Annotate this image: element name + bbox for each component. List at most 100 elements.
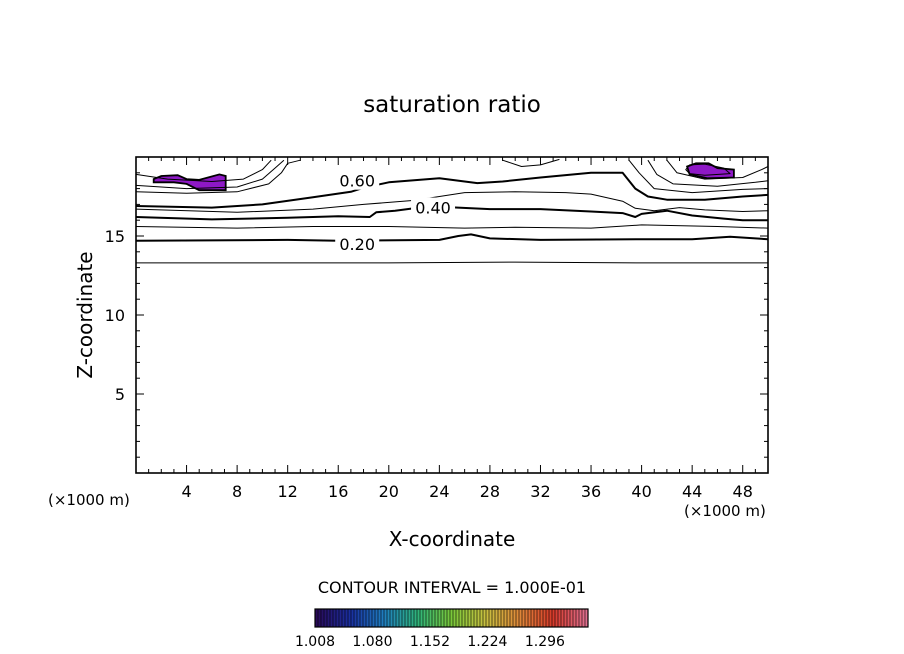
colorbar-cell [525,609,529,627]
colorbar-cell [429,609,433,627]
colorbar-cell [405,609,409,627]
colorbar-cell [345,609,349,627]
colorbar-cell [441,609,445,627]
colorbar-cell [315,609,319,627]
colorbar-cell [486,609,490,627]
colorbar-cell [555,609,559,627]
colorbar-cell [453,609,457,627]
colorbar-cell [450,609,454,627]
colorbar-cell [582,609,586,627]
contour-labels: 0.60 0.40 0.20 [335,170,456,254]
colorbar-cell [483,609,487,627]
colorbar-cell [465,609,469,627]
colorbar-cell [324,609,328,627]
contour-line-4 [135,191,769,213]
colorbar-cell [372,609,376,627]
contour-line-0 [136,261,768,264]
colorbar-cell [327,609,331,627]
colorbar-cell [333,609,337,627]
x-unit-left: (×1000 m) [48,491,130,509]
colorbar-cell [411,609,415,627]
colorbar-cell [480,609,484,627]
contour-line-7 [502,158,560,167]
colorbar-cell [522,609,526,627]
x-tick-label: 24 [429,482,449,501]
contour-interval-text: CONTOUR INTERVAL = 1.000E-01 [318,578,586,597]
colorbar-cell [438,609,442,627]
contour-label: 0.60 [339,172,375,191]
contour-label-bg [411,197,456,217]
chart-title: saturation ratio [363,92,541,118]
colorbar-cell [576,609,580,627]
colorbar-cell [432,609,436,627]
colorbar-cell [321,609,325,627]
contour-line-11 [135,159,272,182]
contour-label: 0.40 [415,199,451,218]
colorbar-cell [396,609,400,627]
x-tick-label: 12 [278,482,298,501]
contour-label-bg [335,170,380,190]
colorbar-cell [357,609,361,627]
contour-line-10 [647,159,769,187]
colorbar-cell [513,609,517,627]
colorbar-cell [330,609,334,627]
colorbar-cell [456,609,460,627]
colorbar-cell [459,609,463,627]
colorbar-cell [573,609,577,627]
colorbar-frame [314,608,589,628]
x-tick-labels: 4 8 12 16 20 24 28 32 36 40 44 48 [181,482,752,501]
colorbar-cell [384,609,388,627]
x-tick-label: 8 [232,482,242,501]
contour-label: 0.20 [339,235,375,254]
colorbar-cell [390,609,394,627]
colorbar-cell [549,609,553,627]
colorbar-cell [369,609,373,627]
colorbar-cell [552,609,556,627]
colorbar-cell [351,609,355,627]
colorbar-cell [564,609,568,627]
colorbar-cell [504,609,508,627]
colorbar-cell [477,609,481,627]
colorbar-cell [492,609,496,627]
y-tick-label: 5 [115,385,125,404]
contour-lines [135,158,769,264]
colorbar-cell [519,609,523,627]
contour-line-8 [628,159,769,194]
x-tick-label: 20 [379,482,399,501]
colorbar-cell [348,609,352,627]
x-tick-label: 16 [328,482,348,501]
colorbar-cell [471,609,475,627]
colorbar-cell [462,609,466,627]
colorbar-cell [540,609,544,627]
colorbar-cell [468,609,472,627]
colorbar-tick-label: 1.296 [525,634,565,650]
colorbar-labels: 1.008 1.080 1.152 1.224 1.296 [295,634,565,650]
colorbar-cell [495,609,499,627]
contour-line-9 [135,159,285,190]
colorbar-cell [381,609,385,627]
contour-label-bg [335,233,380,253]
colorbar-cell [402,609,406,627]
colorbar-cell [393,609,397,627]
filled-region-0 [152,173,227,192]
colorbar-cell [543,609,547,627]
contour-line-12 [666,159,769,180]
colorbar-cell [339,609,343,627]
colorbar-cell [399,609,403,627]
colorbar-cell [447,609,451,627]
colorbar-cell [507,609,511,627]
colorbar-cell [531,609,535,627]
y-axis-label: Z-coordinate [73,251,97,378]
colorbar-cell [534,609,538,627]
contour-line-3 [135,205,768,222]
contour-line-1 [135,233,769,242]
colorbar-cell [354,609,358,627]
y-tick-label: 15 [105,227,125,246]
x-tick-label: 28 [480,482,500,501]
x-tick-label: 32 [530,482,550,501]
x-axis-label: X-coordinate [389,527,516,551]
colorbar-cell [342,609,346,627]
colorbar-cell [510,609,514,627]
colorbar-cell [363,609,367,627]
colorbar-cell [558,609,562,627]
